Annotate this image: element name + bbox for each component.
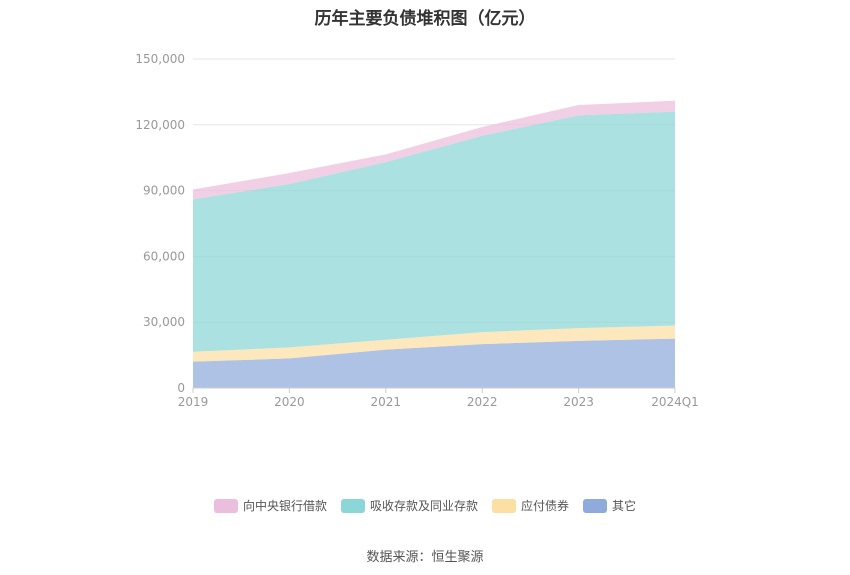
x-tick-label: 2019	[178, 395, 209, 409]
x-tick-label: 2020	[274, 395, 305, 409]
area-series	[193, 100, 675, 388]
legend-item[interactable]: 吸收存款及同业存款	[340, 497, 478, 514]
legend-swatch	[583, 498, 608, 513]
x-tick-label: 2024Q1	[651, 395, 699, 409]
legend-label: 其它	[612, 499, 637, 513]
y-tick-label: 90,000	[143, 184, 185, 198]
legend-item[interactable]: 应付债券	[492, 497, 569, 514]
x-tick-label: 2022	[467, 395, 498, 409]
area-series-应付债券	[193, 325, 675, 362]
area-series-向中央银行借款	[193, 100, 675, 200]
legend-label: 吸收存款及同业存款	[369, 499, 478, 513]
legend-swatch	[213, 498, 238, 513]
source-text: 数据来源：恒生聚源	[366, 550, 484, 565]
legend-label: 向中央银行借款	[242, 499, 327, 513]
chart-title: 历年主要负债堆积图（亿元）	[314, 9, 536, 29]
legend-swatch	[492, 498, 516, 513]
axes: 0 30,000 60,000 90,000 120,000 150,000 2019 202…	[135, 52, 698, 409]
y-tick-label: 30,000	[143, 315, 185, 329]
area-series-吸收存款及同业存款	[193, 111, 675, 352]
x-tick-label: 2023	[563, 395, 594, 409]
y-tick-label: 150,000	[135, 52, 185, 66]
x-tick-label: 2021	[371, 395, 402, 409]
y-tick-label: 60,000	[143, 249, 185, 263]
y-tick-label: 120,000	[135, 118, 185, 132]
legend-item[interactable]: 向中央银行借款	[213, 497, 327, 514]
legend-swatch	[340, 498, 365, 513]
legend: 向中央银行借款 吸收存款及同业存款 应付债券 其它	[0, 497, 850, 514]
legend-item[interactable]: 其它	[583, 497, 636, 514]
area-series-其它	[193, 338, 675, 388]
y-tick-label: 0	[177, 381, 185, 395]
legend-label: 应付债券	[521, 499, 570, 513]
